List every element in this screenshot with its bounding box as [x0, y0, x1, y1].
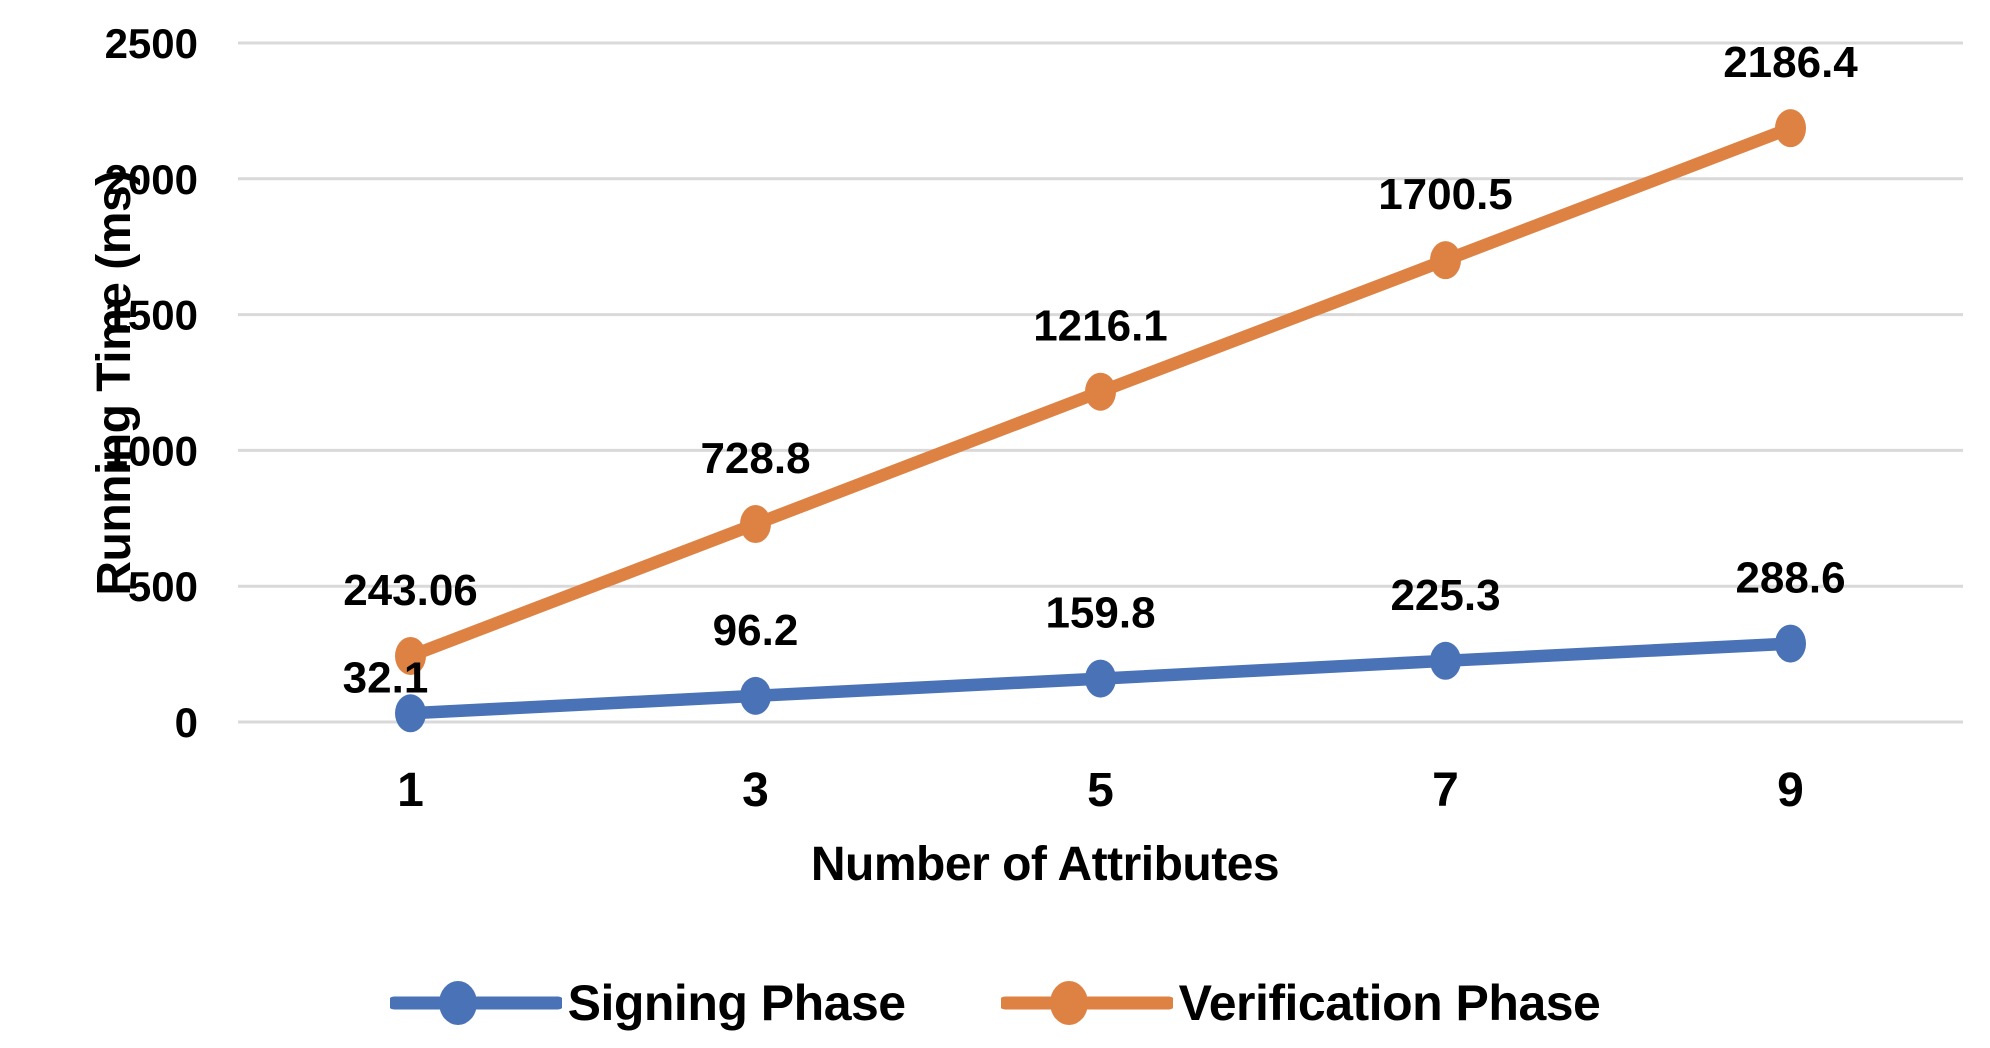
x-tick-label: 3: [742, 764, 769, 817]
legend: Signing Phase Verification Phase: [0, 958, 1990, 1048]
data-labels: 32.1 96.2 159.8 225.3 288.6 243.06 728.8 1216.1…: [343, 38, 1859, 702]
data-point-marker: [1430, 241, 1461, 280]
data-point-marker: [1430, 641, 1461, 680]
signing-series-marker-icon: [389, 981, 562, 1025]
data-point-label: 159.8: [1045, 589, 1155, 638]
data-point-label: 225.3: [1390, 571, 1500, 620]
data-point-marker: [395, 636, 426, 675]
series-lines: [395, 109, 1806, 733]
y-tick-label: 1000: [105, 427, 198, 474]
legend-label-signing: Signing Phase: [567, 975, 907, 1031]
x-axis-tick-labels: 1 3 5 7 9: [397, 764, 1804, 817]
y-axis-title: Running Time (ms): [88, 170, 141, 595]
data-point-label: 288.6: [1735, 554, 1845, 603]
data-point-label: 1216.1: [1033, 302, 1168, 351]
legend-item-signing: Signing Phase: [389, 974, 907, 1032]
y-tick-label: 0: [175, 699, 198, 746]
x-tick-label: 9: [1777, 764, 1804, 817]
data-point-label: 243.06: [343, 566, 478, 615]
y-tick-label: 500: [128, 563, 198, 610]
x-tick-label: 7: [1432, 764, 1459, 817]
data-point-label: 728.8: [700, 434, 810, 483]
data-point-label: 1700.5: [1378, 170, 1513, 219]
data-point-marker: [1085, 659, 1116, 698]
x-tick-label: 1: [397, 764, 424, 817]
data-point-marker: [740, 676, 771, 715]
y-tick-label: 1500: [105, 292, 198, 339]
data-point-marker: [1775, 109, 1806, 148]
data-point-label: 2186.4: [1723, 38, 1858, 87]
y-tick-label: 2500: [105, 20, 198, 67]
y-axis-tick-labels: 0 500 1000 1500 2000 2500: [105, 20, 198, 746]
data-point-marker: [740, 505, 771, 544]
x-axis-title: Number of Attributes: [811, 838, 1279, 891]
gridlines: [238, 41, 1963, 724]
data-point-marker: [1775, 624, 1806, 663]
y-tick-label: 2000: [105, 156, 198, 203]
data-point-marker: [1085, 372, 1116, 411]
legend-item-verification: Verification Phase: [1000, 974, 1601, 1032]
data-point-marker: [395, 694, 426, 733]
legend-label-verification: Verification Phase: [1178, 975, 1601, 1031]
data-point-label: 96.2: [713, 606, 799, 655]
x-tick-label: 5: [1087, 764, 1114, 817]
data-point-label: 32.1: [343, 653, 429, 702]
verification-series-marker-icon: [1000, 981, 1173, 1025]
